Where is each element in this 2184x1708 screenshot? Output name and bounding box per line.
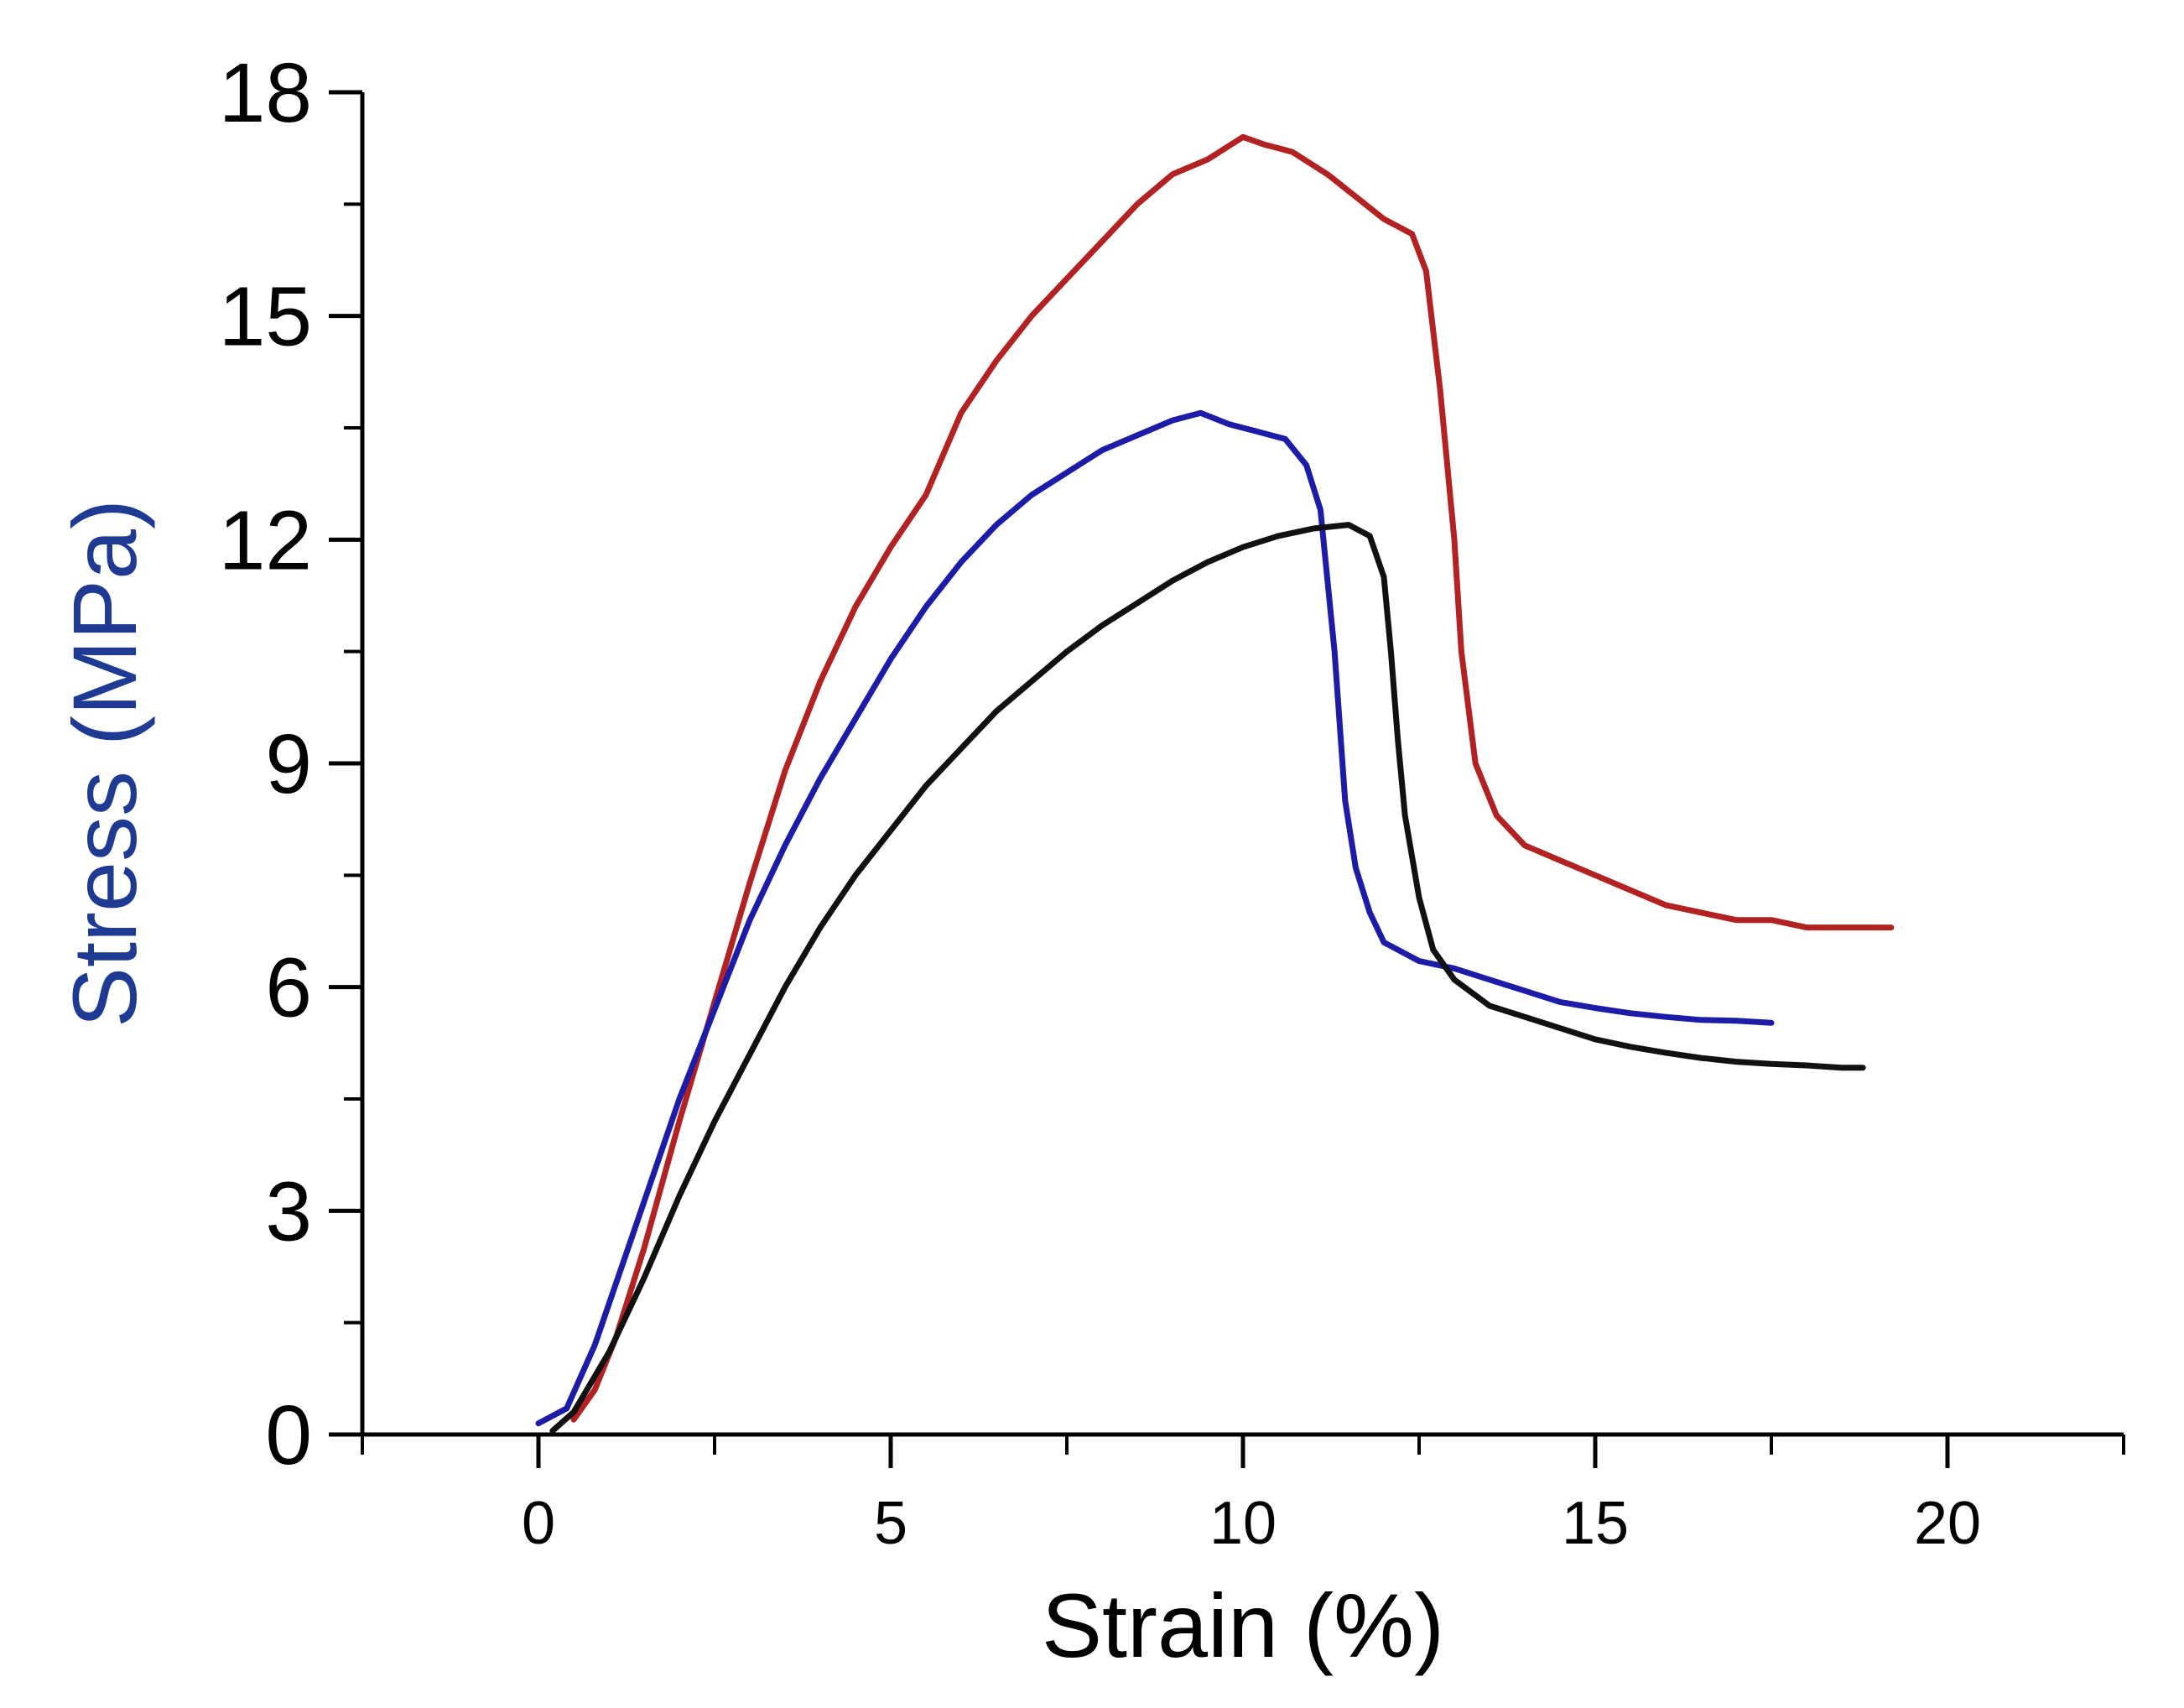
series-line-red — [570, 133, 1895, 1423]
ticks: 0 3 6 9 12 15 18 0 5 10 15 20 — [219, 46, 2125, 1557]
x-tick-label-5: 5 — [874, 1490, 907, 1557]
y-tick-label-0: 0 — [265, 1388, 312, 1482]
axes — [360, 92, 2124, 1437]
series — [535, 133, 1895, 1435]
y-tick-label-18: 18 — [219, 46, 312, 140]
x-axis-title: Strain (%) — [1042, 1575, 1444, 1676]
y-axis-title: Stress (MPa) — [54, 499, 155, 1028]
x-tick-label-15: 15 — [1562, 1490, 1629, 1557]
x-tick-label-20: 20 — [1914, 1490, 1981, 1557]
x-tick-label-10: 10 — [1209, 1490, 1277, 1557]
series-line-blue — [535, 409, 1775, 1427]
y-tick-label-6: 6 — [265, 941, 312, 1035]
y-tick-label-12: 12 — [219, 493, 312, 587]
series-line-black — [549, 522, 1866, 1435]
y-tick-label-15: 15 — [219, 270, 312, 364]
x-tick-label-0: 0 — [522, 1490, 555, 1557]
y-tick-label-9: 9 — [265, 717, 312, 811]
y-tick-label-3: 3 — [265, 1164, 312, 1258]
